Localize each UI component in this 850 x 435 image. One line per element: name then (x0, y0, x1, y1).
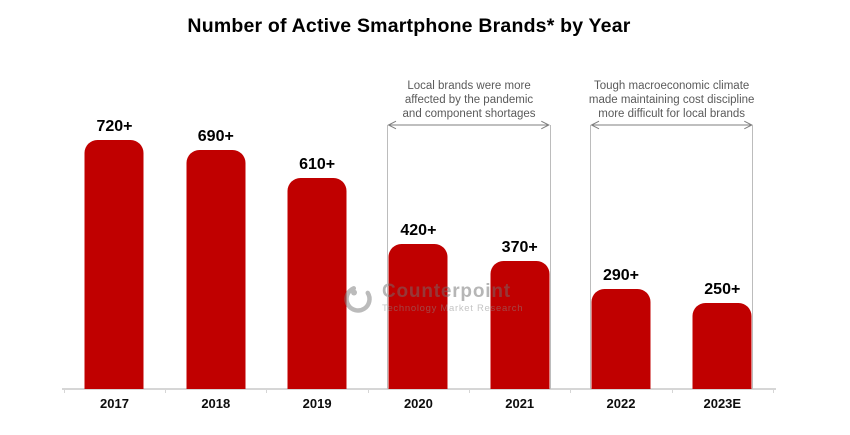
bar-group-2020: 420+ 2020 (368, 0, 469, 435)
annotation-text-line: Tough macroeconomic climate (593, 80, 750, 92)
x-axis-tick (63, 388, 65, 393)
bar-value-label: 290+ (602, 266, 640, 284)
annotation-text-line: affected by the pandemic (404, 94, 534, 106)
x-axis-tick (266, 388, 268, 393)
x-axis-tick (570, 388, 572, 393)
x-axis-tick (367, 388, 369, 393)
bar-group-2023E: 250+ 2023E (672, 0, 773, 435)
x-axis-tick (165, 388, 167, 393)
x-axis-label: 2023E (703, 396, 742, 411)
annotation-span-arrow-icon (590, 120, 753, 130)
annotation-2: Tough macroeconomic climate made maintain… (589, 0, 754, 435)
annotation-text-line: more difficult for local brands (598, 108, 746, 120)
bar-2021 (490, 261, 550, 389)
annotation-text-line: made maintaining cost discipline (588, 94, 755, 106)
annotation-1: Local brands were more affected by the pa… (387, 0, 551, 435)
bar-group-2017: 720+ 2017 (64, 0, 165, 435)
bar-2022 (591, 288, 651, 389)
bar-value-label: 720+ (96, 118, 133, 135)
bar-group-2022: 290+ 2022 (570, 0, 671, 435)
bar-value-label: 250+ (704, 280, 741, 298)
x-axis-label: 2017 (100, 396, 129, 411)
bar-value-label: 370+ (501, 239, 538, 257)
bar-2023E (692, 302, 752, 389)
annotation-bracket-right (752, 125, 754, 389)
bar-value-label: 420+ (400, 221, 437, 239)
bar-value-label: 690+ (197, 128, 234, 146)
bar-group-2019: 610+ 2019 (266, 0, 367, 435)
annotation-text-line: and component shortages (402, 108, 536, 120)
bar-2017 (84, 140, 144, 389)
bar-2020 (388, 243, 448, 389)
x-axis-tick (469, 388, 471, 393)
x-axis-label: 2021 (505, 396, 535, 411)
annotation-span-arrow-icon (387, 120, 551, 130)
bar-group-2021: 370+ 2021 (469, 0, 570, 435)
bar-value-label: 610+ (299, 156, 336, 174)
x-axis-label: 2018 (201, 396, 231, 411)
bar-2019 (287, 178, 347, 389)
chart-title: Number of Active Smartphone Brands* by Y… (187, 15, 631, 37)
x-axis-label: 2022 (606, 396, 636, 411)
bar-group-2018: 690+ 2018 (165, 0, 266, 435)
x-axis-tick (772, 388, 774, 393)
x-axis-tick (671, 388, 673, 393)
x-axis-label: 2019 (302, 396, 332, 411)
annotation-text: Local brands were more affected by the pa… (349, 79, 589, 121)
bar-2018 (186, 150, 246, 389)
annotation-bracket-right (549, 125, 551, 389)
annotation-text-line: Local brands were more (407, 80, 531, 92)
annotation-text: Tough macroeconomic climate made maintain… (552, 79, 792, 121)
annotation-bracket-left (590, 125, 591, 389)
annotation-bracket-left (387, 125, 389, 389)
x-axis-label: 2020 (403, 396, 433, 411)
